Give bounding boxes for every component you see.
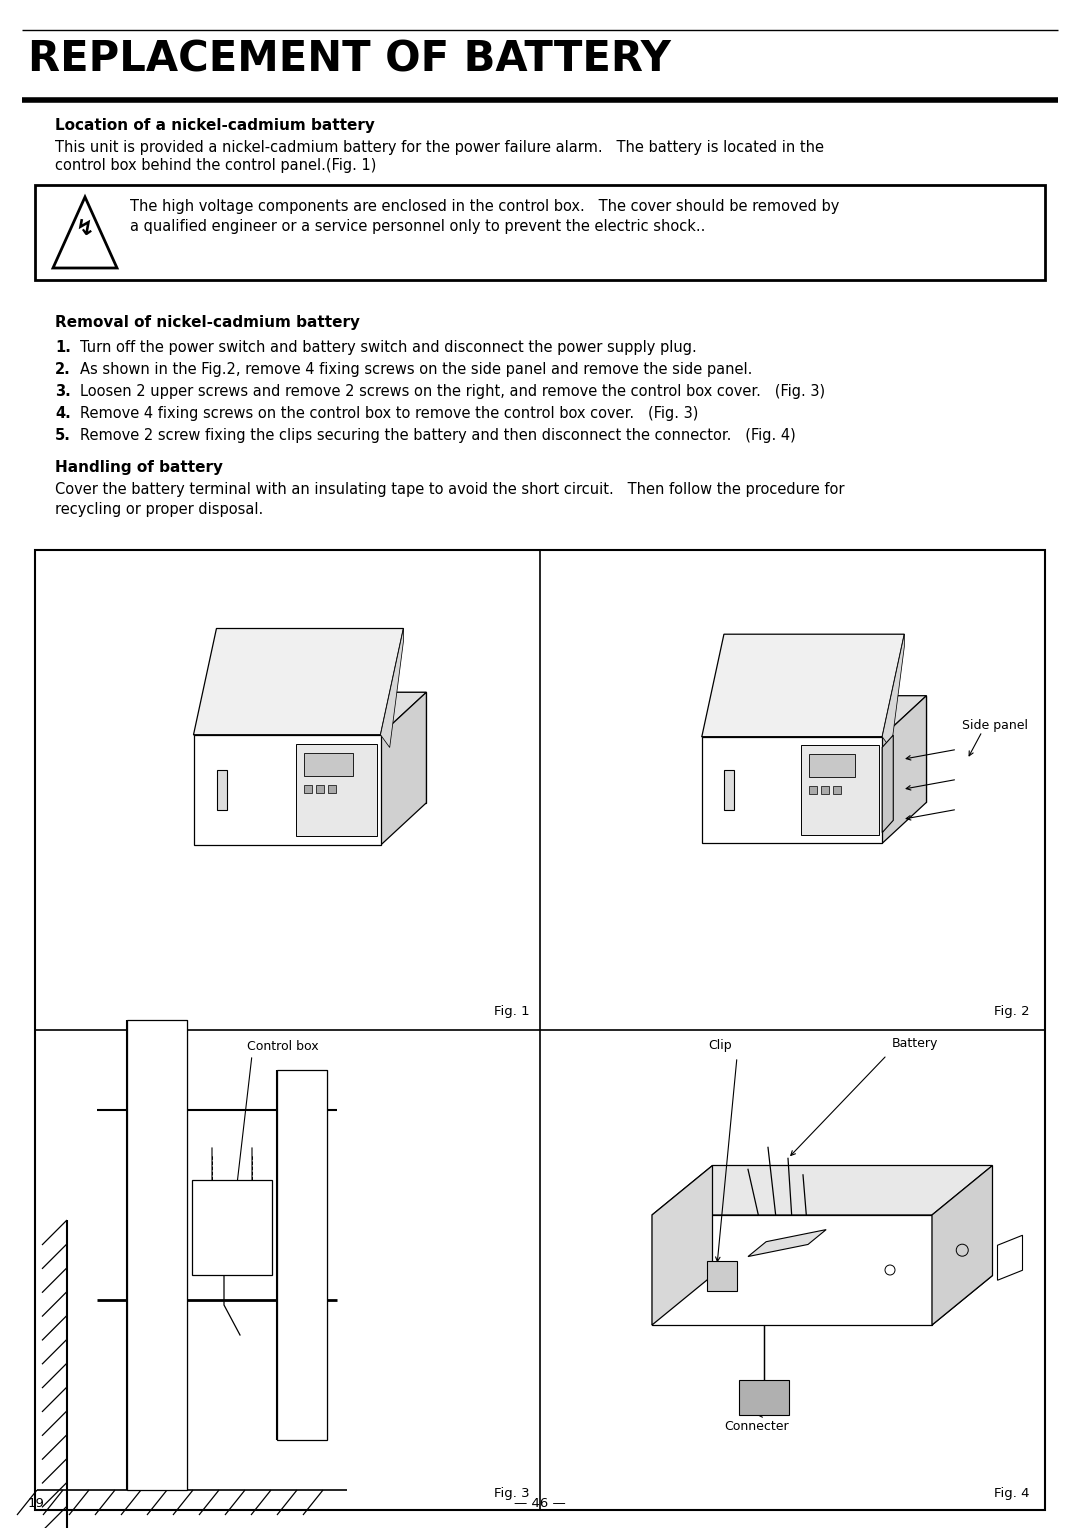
Polygon shape [702, 695, 927, 736]
Text: recycling or proper disposal.: recycling or proper disposal. [55, 503, 264, 516]
Polygon shape [702, 736, 882, 843]
Text: Connecter: Connecter [724, 1420, 788, 1433]
Text: 19: 19 [28, 1497, 45, 1510]
Text: As shown in the Fig.2, remove 4 fixing screws on the side panel and remove the s: As shown in the Fig.2, remove 4 fixing s… [80, 362, 753, 377]
Polygon shape [652, 1276, 993, 1325]
Polygon shape [707, 1261, 737, 1291]
Polygon shape [739, 1380, 789, 1415]
Bar [35, 185, 1045, 280]
Text: Cover the battery terminal with an insulating tape to avoid the short circuit.  : Cover the battery terminal with an insul… [55, 481, 845, 497]
Text: control box behind the control panel.(Fig. 1): control box behind the control panel.(Fi… [55, 157, 376, 173]
Text: This unit is provided a nickel-cadmium battery for the power failure alarm.   Th: This unit is provided a nickel-cadmium b… [55, 141, 824, 154]
Polygon shape [882, 735, 893, 833]
Text: Fig. 1: Fig. 1 [495, 1005, 530, 1018]
Bar [724, 770, 734, 810]
Text: Clip: Clip [708, 1039, 732, 1051]
Text: REPLACEMENT OF BATTERY: REPLACEMENT OF BATTERY [28, 38, 671, 79]
Polygon shape [998, 1235, 1023, 1280]
Polygon shape [127, 1021, 187, 1490]
Polygon shape [882, 695, 927, 843]
Polygon shape [193, 735, 380, 845]
Text: Remove 2 screw fixing the clips securing the battery and then disconnect the con: Remove 2 screw fixing the clips securing… [80, 428, 796, 443]
Bar [809, 785, 816, 793]
Polygon shape [193, 628, 404, 735]
Text: Control box: Control box [247, 1041, 319, 1053]
Text: Handling of battery: Handling of battery [55, 460, 222, 475]
Polygon shape [380, 628, 404, 747]
Text: Location of a nickel-cadmium battery: Location of a nickel-cadmium battery [55, 118, 375, 133]
Polygon shape [652, 1215, 932, 1325]
Polygon shape [193, 692, 427, 735]
Polygon shape [276, 1070, 327, 1439]
Bar [305, 753, 353, 776]
Bar [833, 785, 840, 793]
Bar [217, 770, 227, 810]
Text: 5.: 5. [55, 428, 71, 443]
Polygon shape [380, 692, 427, 845]
Bar [328, 785, 336, 793]
Polygon shape [240, 692, 427, 802]
Bar [821, 785, 828, 793]
Polygon shape [652, 1166, 713, 1325]
Polygon shape [746, 695, 927, 802]
Text: Battery: Battery [892, 1038, 939, 1050]
Text: Side panel: Side panel [962, 720, 1028, 732]
Bar [305, 785, 312, 793]
Text: Turn off the power switch and battery switch and disconnect the power supply plu: Turn off the power switch and battery sw… [80, 341, 697, 354]
Text: Remove 4 fixing screws on the control box to remove the control box cover.   (Fi: Remove 4 fixing screws on the control bo… [80, 406, 699, 422]
Polygon shape [702, 634, 904, 736]
Text: Fig. 3: Fig. 3 [495, 1487, 530, 1500]
Bar [809, 755, 855, 776]
Text: Removal of nickel-cadmium battery: Removal of nickel-cadmium battery [55, 315, 360, 330]
Text: 3.: 3. [55, 384, 71, 399]
Bar [316, 785, 324, 793]
Text: a qualified engineer or a service personnel only to prevent the electric shock..: a qualified engineer or a service person… [130, 219, 705, 234]
Polygon shape [53, 197, 117, 267]
Bar [35, 550, 1045, 1510]
Text: 4.: 4. [55, 406, 71, 422]
Polygon shape [652, 1166, 993, 1215]
Text: — 46 —: — 46 — [514, 1497, 566, 1510]
Polygon shape [748, 1230, 826, 1256]
Text: 2.: 2. [55, 362, 71, 377]
Text: 1.: 1. [55, 341, 71, 354]
Bar [296, 744, 377, 836]
Text: Fig. 4: Fig. 4 [995, 1487, 1030, 1500]
Bar [801, 746, 879, 834]
Polygon shape [932, 1166, 993, 1325]
Text: Loosen 2 upper screws and remove 2 screws on the right, and remove the control b: Loosen 2 upper screws and remove 2 screw… [80, 384, 825, 399]
Text: Fig. 2: Fig. 2 [995, 1005, 1030, 1018]
Text: The high voltage components are enclosed in the control box.   The cover should : The high voltage components are enclosed… [130, 199, 839, 214]
Text: ↯: ↯ [76, 219, 94, 238]
Polygon shape [192, 1180, 272, 1274]
Text: Control box: Control box [297, 721, 368, 733]
Polygon shape [882, 634, 904, 749]
